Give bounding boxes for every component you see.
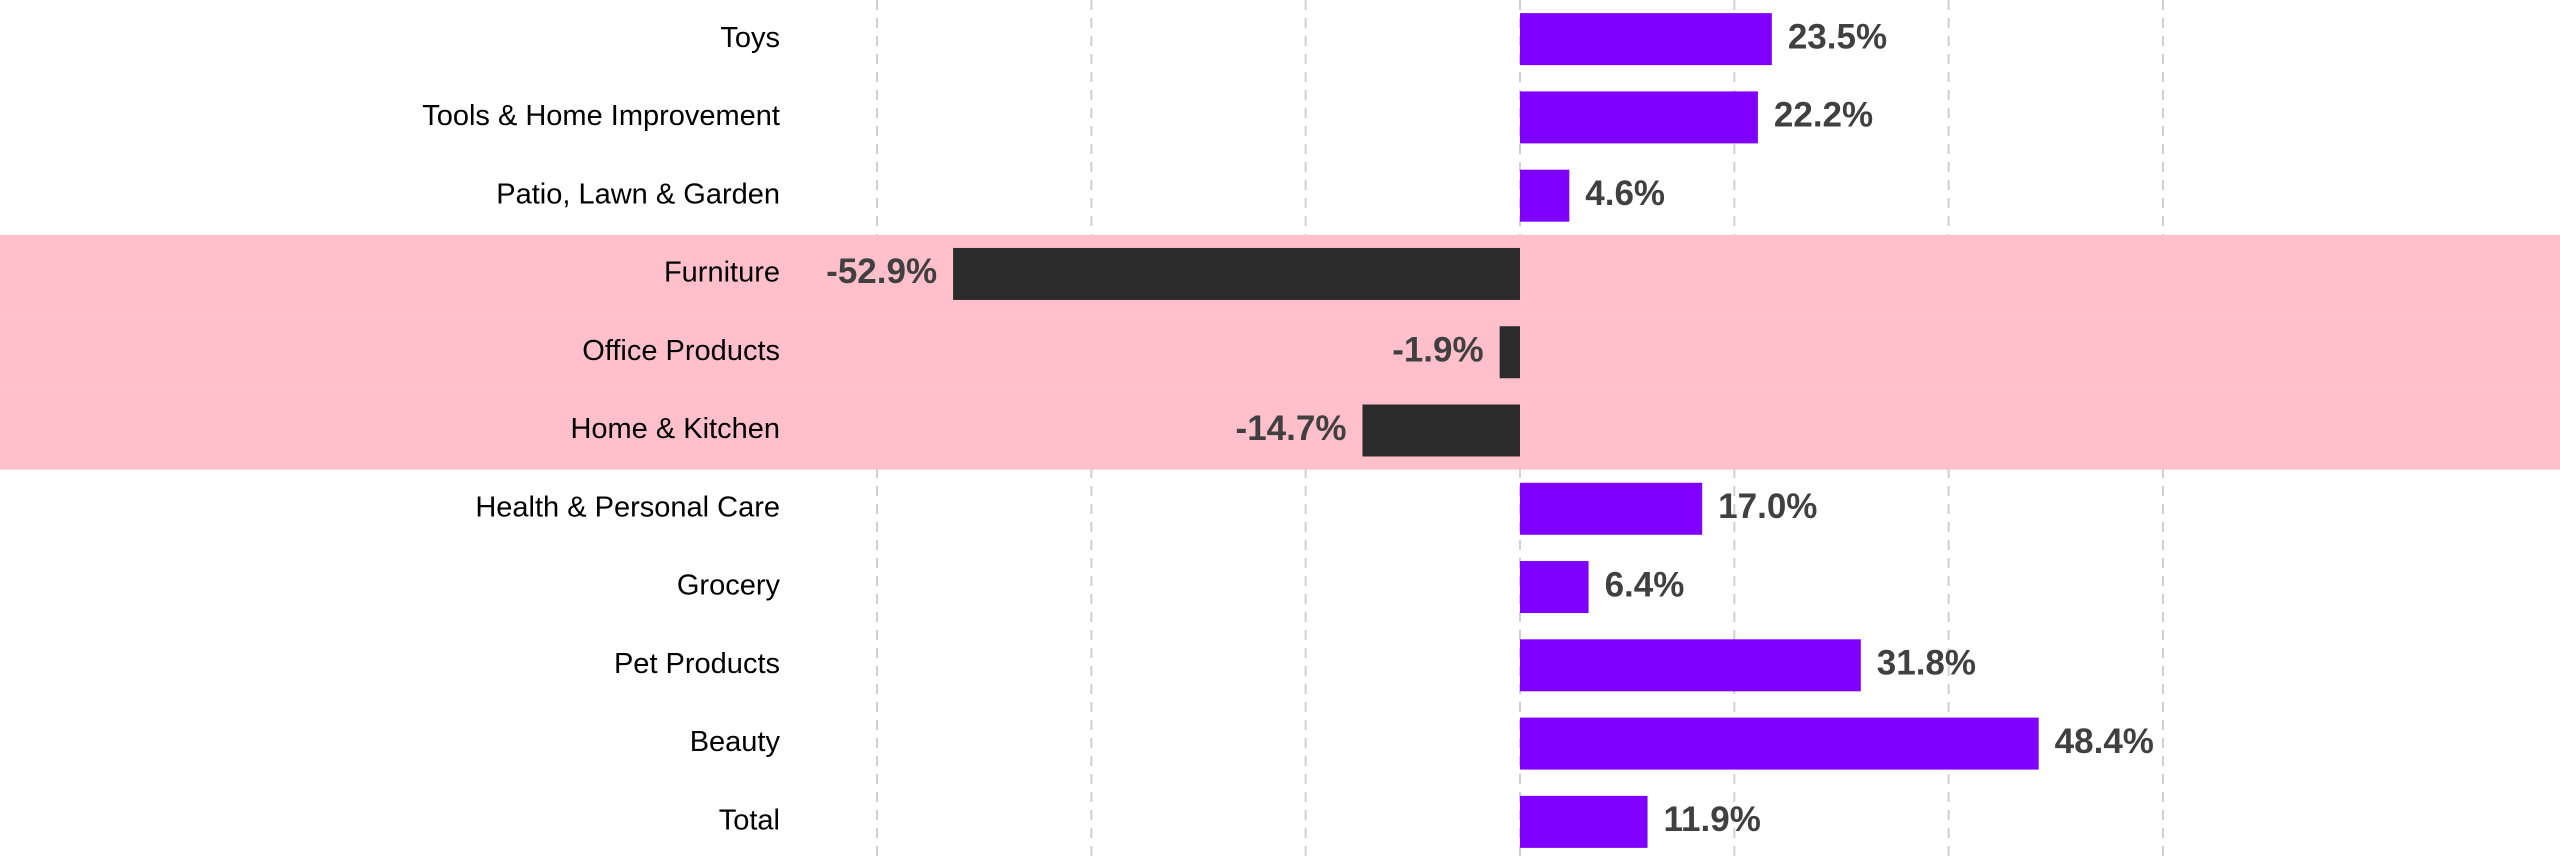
bar xyxy=(1520,169,1570,222)
bar xyxy=(1520,795,1648,848)
category-label: Furniture xyxy=(664,257,780,289)
category-label: Tools & Home Improvement xyxy=(422,100,780,132)
bar xyxy=(1520,561,1589,614)
category-label: Patio, Lawn & Garden xyxy=(496,178,780,210)
bar xyxy=(953,247,1520,300)
category-label: Office Products xyxy=(582,335,780,367)
category-label: Total xyxy=(719,805,780,837)
value-label: -52.9% xyxy=(826,252,937,291)
bar xyxy=(1520,639,1861,692)
bar xyxy=(1520,482,1703,535)
highlight-band xyxy=(0,313,2560,392)
value-label: 4.6% xyxy=(1585,174,1665,213)
value-label: 6.4% xyxy=(1605,565,1685,604)
bar xyxy=(1520,91,1758,144)
value-label: -1.9% xyxy=(1392,330,1483,369)
value-label: 31.8% xyxy=(1877,644,1976,683)
bar xyxy=(1499,326,1520,379)
category-label: Health & Personal Care xyxy=(475,491,780,523)
category-label: Grocery xyxy=(677,570,781,602)
bar xyxy=(1520,717,2039,770)
value-label: -14.7% xyxy=(1236,409,1347,448)
category-label: Home & Kitchen xyxy=(570,413,780,445)
category-label: Beauty xyxy=(690,726,781,758)
category-label: Pet Products xyxy=(614,648,780,680)
value-label: 11.9% xyxy=(1664,800,1761,839)
category-label: Toys xyxy=(720,22,780,54)
value-label: 17.0% xyxy=(1718,487,1817,526)
value-label: 48.4% xyxy=(2055,722,2154,761)
bar xyxy=(1520,13,1772,66)
bar xyxy=(1362,404,1520,457)
highlight-band xyxy=(0,391,2560,470)
value-label: 23.5% xyxy=(1788,17,1887,56)
value-label: 22.2% xyxy=(1774,96,1873,135)
